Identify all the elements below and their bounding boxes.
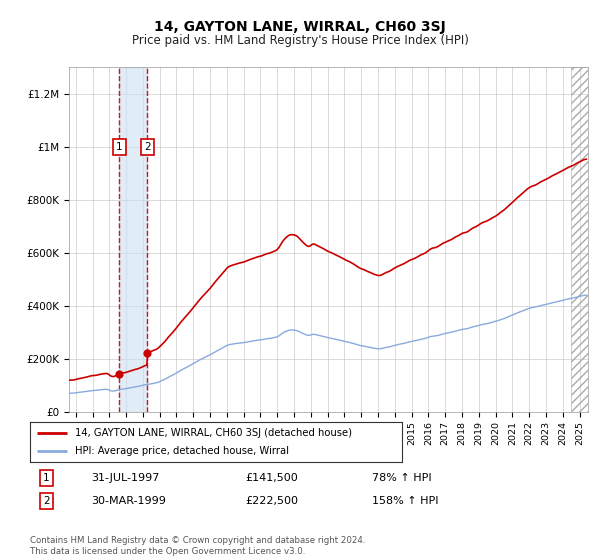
Text: 30-MAR-1999: 30-MAR-1999 (91, 496, 166, 506)
Point (142, 348, 152, 357)
Bar (571, 67, 588, 412)
Text: 78% ↑ HPI: 78% ↑ HPI (372, 473, 432, 483)
Text: 14, GAYTON LANE, WIRRAL, CH60 3SJ (detached house): 14, GAYTON LANE, WIRRAL, CH60 3SJ (detac… (74, 428, 352, 438)
Text: 1: 1 (116, 142, 122, 152)
Text: 1: 1 (43, 473, 50, 483)
Point (115, 370, 124, 379)
Text: Price paid vs. HM Land Registry's House Price Index (HPI): Price paid vs. HM Land Registry's House … (131, 34, 469, 47)
Text: HPI: Average price, detached house, Wirral: HPI: Average price, detached house, Wirr… (74, 446, 289, 456)
Bar (571, 67, 588, 412)
Text: 158% ↑ HPI: 158% ↑ HPI (372, 496, 439, 506)
Text: £222,500: £222,500 (245, 496, 298, 506)
Text: 2: 2 (43, 496, 50, 506)
Text: 14, GAYTON LANE, WIRRAL, CH60 3SJ: 14, GAYTON LANE, WIRRAL, CH60 3SJ (154, 20, 446, 34)
Text: £141,500: £141,500 (245, 473, 298, 483)
Text: 31-JUL-1997: 31-JUL-1997 (91, 473, 159, 483)
Text: Contains HM Land Registry data © Crown copyright and database right 2024.
This d: Contains HM Land Registry data © Crown c… (30, 536, 365, 556)
Bar (119, 67, 147, 412)
Text: 2: 2 (144, 142, 151, 152)
